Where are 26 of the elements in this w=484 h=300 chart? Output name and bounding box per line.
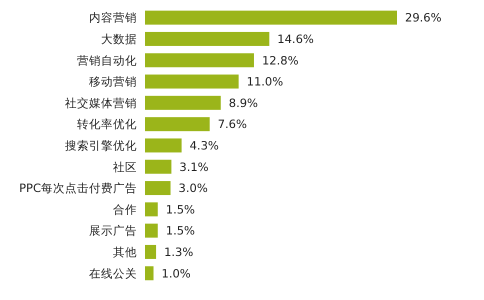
- category-label: 在线公关: [89, 266, 137, 280]
- category-label: 展示广告: [89, 224, 137, 238]
- category-label: 搜索引擎优化: [65, 138, 137, 152]
- category-label: 社交媒体营销: [65, 96, 137, 110]
- category-label: 移动营销: [89, 74, 137, 89]
- category-label: 内容营销: [89, 10, 137, 25]
- value-label: 7.6%: [218, 117, 247, 132]
- value-label: 3.1%: [179, 160, 209, 174]
- value-label: 29.6%: [405, 10, 442, 25]
- value-label: 8.9%: [228, 96, 258, 110]
- value-label: 1.3%: [164, 244, 194, 259]
- value-label: 12.8%: [262, 53, 299, 68]
- value-label: 1.5%: [166, 202, 195, 216]
- category-label: 其他: [113, 244, 137, 259]
- value-label: 11.0%: [246, 74, 284, 89]
- value-label: 1.0%: [162, 266, 191, 280]
- category-label: PPC每次点击付费广告: [19, 181, 137, 196]
- value-label: 1.5%: [166, 224, 195, 238]
- category-label: 合作: [113, 202, 137, 216]
- category-label: 营销自动化: [77, 53, 137, 68]
- category-label: 社区: [113, 160, 137, 174]
- category-label: 转化率优化: [77, 117, 137, 132]
- value-label: 14.6%: [277, 32, 314, 46]
- value-label: 4.3%: [190, 138, 219, 152]
- value-label: 3.0%: [178, 181, 208, 196]
- category-label: 大数据: [101, 32, 137, 46]
